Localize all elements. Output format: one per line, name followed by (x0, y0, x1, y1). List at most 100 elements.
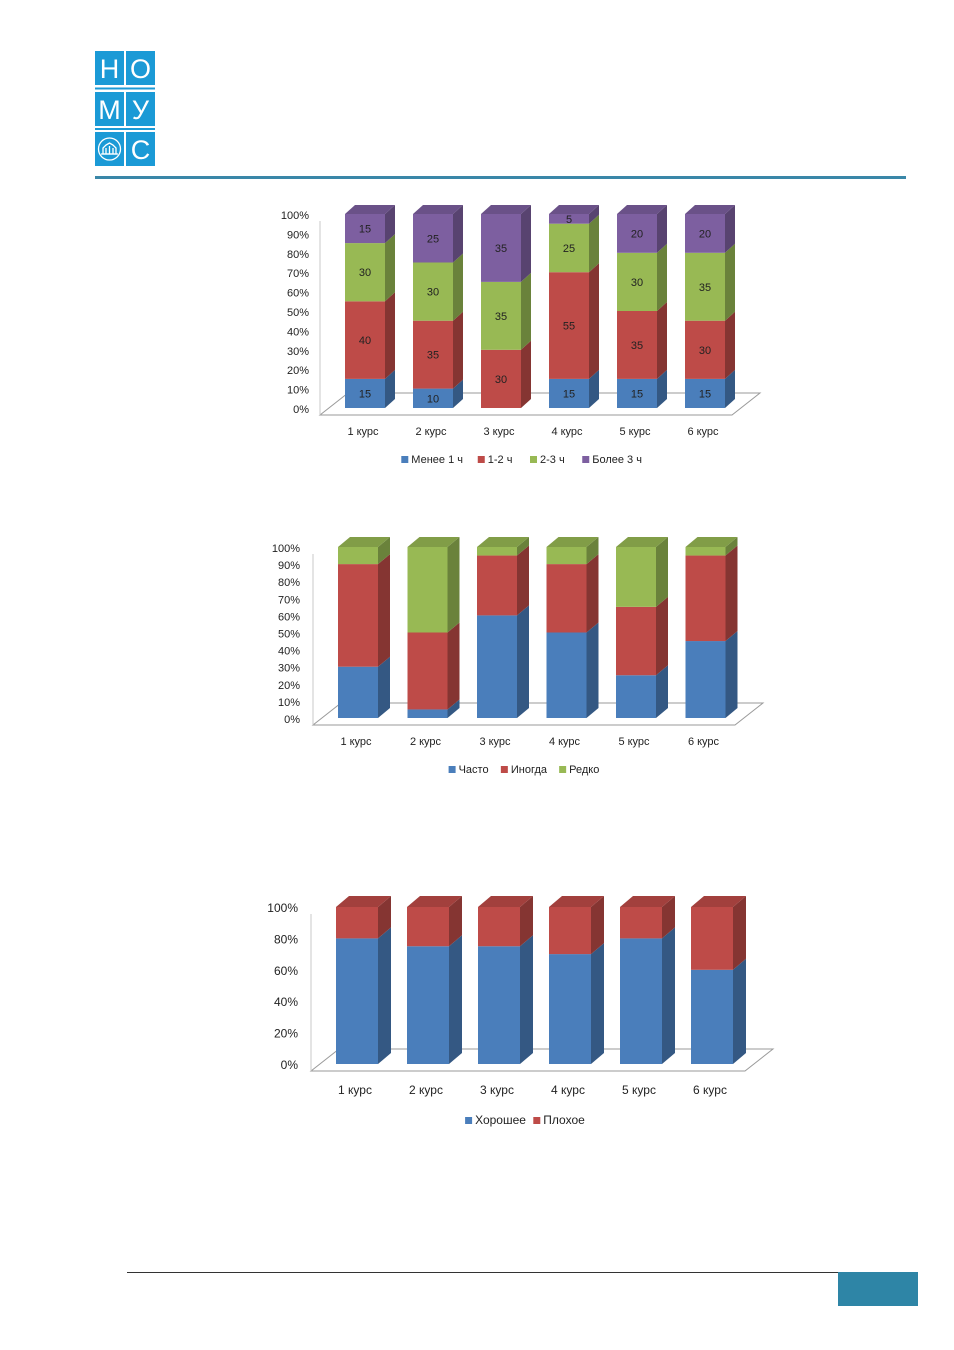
data-label: 25 (427, 233, 439, 245)
data-label: 5 (566, 214, 572, 226)
x-tick-label: 4 курс (551, 1083, 585, 1097)
legend-item: Менее 1 ч (401, 454, 463, 466)
bar-segment-side (589, 369, 599, 408)
bar-segment-side (453, 205, 463, 263)
bar-stack (616, 537, 668, 718)
bar-segment-side (517, 545, 529, 616)
y-tick-label: 90% (278, 560, 300, 572)
bar-segment-top (685, 205, 735, 214)
y-tick-label: 0% (293, 404, 309, 416)
bar-segment (620, 907, 662, 939)
bar-segment-side (656, 596, 668, 676)
y-tick-label: 40% (274, 995, 298, 1009)
bar-segment (345, 301, 385, 379)
x-tick-label: 6 курс (693, 1083, 727, 1097)
bars (338, 537, 738, 718)
legend: Менее 1 ч 1-2 ч 2-3 ч Более 3 ч (401, 454, 642, 466)
bar-segment (546, 547, 587, 565)
data-label: 35 (699, 282, 711, 294)
bar-segment-side (521, 205, 531, 282)
legend-item: Хорошее (465, 1113, 526, 1127)
bar-stack: 0303535 (481, 205, 531, 409)
legend-swatch (500, 766, 508, 773)
logo-letter-u: У (132, 95, 150, 125)
bar-segment-side (589, 263, 599, 379)
legend-item: Плохое (533, 1113, 585, 1127)
bar-segment-side (662, 896, 675, 939)
y-tick-label: 30% (287, 346, 309, 358)
bar-segment-side (589, 214, 599, 273)
data-label: 15 (631, 388, 643, 400)
bar-segment (691, 969, 733, 1064)
y-tick-label: 0% (281, 1058, 299, 1072)
bar-segment-side (517, 537, 529, 556)
bar-segment (407, 907, 449, 947)
bar-segment (407, 946, 449, 1064)
bar-stack (546, 537, 599, 718)
bar-segment-side (725, 545, 738, 642)
bar-segment (413, 262, 453, 321)
logo-letter-n: Н (100, 54, 120, 84)
x-tick-label: 2 курс (415, 426, 447, 438)
bar-segment-top (685, 537, 738, 547)
bar-segment-side (385, 234, 395, 302)
bar-segment-side (378, 537, 390, 565)
legend-swatch (530, 456, 537, 463)
bar-segment-top (549, 896, 604, 907)
bar-segment-top (413, 205, 463, 214)
bar-stack (336, 896, 391, 1064)
legend-label: Хорошее (475, 1113, 526, 1127)
header-rule (95, 176, 906, 179)
data-label: 30 (495, 374, 507, 386)
bar-segment (685, 320, 725, 379)
data-label: 20 (631, 228, 643, 240)
legend-label: 1-2 ч (488, 454, 513, 466)
bar-segment-side (586, 622, 599, 718)
bar-segment-side (453, 253, 463, 321)
bar-stack: 10 35 30 25 (413, 205, 463, 408)
y-axis-ticks: 0% 10% 20% 30% 40% 50% 60% 70% 80% 90% 100% (281, 210, 309, 416)
bar-segment (338, 666, 378, 718)
x-axis-labels: 1 курс 2 курс 3 курс 4 курс 5 курс 6 курс (347, 426, 719, 438)
bar-segment-side (725, 243, 735, 321)
bar-segment-top (477, 537, 529, 547)
y-tick-label: 60% (278, 611, 300, 623)
bar-segment-side (586, 554, 599, 633)
bar-segment (481, 281, 521, 350)
legend-swatch (448, 766, 456, 773)
data-label: 35 (427, 350, 439, 362)
y-tick-label: 40% (287, 326, 309, 338)
y-axis-ticks: 0% 20% 40% 60% 80% 100% (267, 901, 298, 1072)
bar-segment (685, 547, 726, 556)
data-label: 15 (563, 388, 575, 400)
bar-segment-side (378, 927, 391, 1064)
x-tick-label: 5 курс (619, 426, 651, 438)
y-tick-label: 70% (278, 594, 300, 606)
bar-segment-side (656, 537, 668, 607)
bar-segment (338, 547, 378, 565)
bar-segment (336, 938, 378, 1064)
y-axis-ticks: 0% 10% 20% 30% 40% 50% 60% 70% 80% 90% 100% (272, 543, 300, 726)
bar-segment-side (447, 537, 460, 633)
bar-segment (549, 954, 591, 1064)
bar-segment (413, 214, 453, 263)
bar-stack: 15 35 30 20 (617, 205, 667, 408)
bar-segment-side (447, 699, 460, 718)
bar-segment (691, 907, 733, 970)
bar-segment-top (338, 537, 390, 547)
bar-segment (477, 555, 517, 616)
bar-segment-top (691, 896, 746, 907)
bar-segment-side (589, 205, 599, 224)
footer-rule (127, 1272, 838, 1273)
bar-segment (345, 378, 385, 408)
legend-item: 2-3 ч (530, 454, 565, 466)
bar-stack (338, 537, 390, 718)
bar-segment-side (520, 935, 533, 1064)
bar-segment-side (520, 896, 533, 947)
bar-segment-top (546, 537, 599, 547)
bar-segment-side (517, 605, 529, 718)
legend-swatch (477, 456, 485, 463)
bar-segment-side (725, 205, 735, 253)
bar-segment (477, 547, 517, 556)
bar-stack (691, 896, 746, 1064)
